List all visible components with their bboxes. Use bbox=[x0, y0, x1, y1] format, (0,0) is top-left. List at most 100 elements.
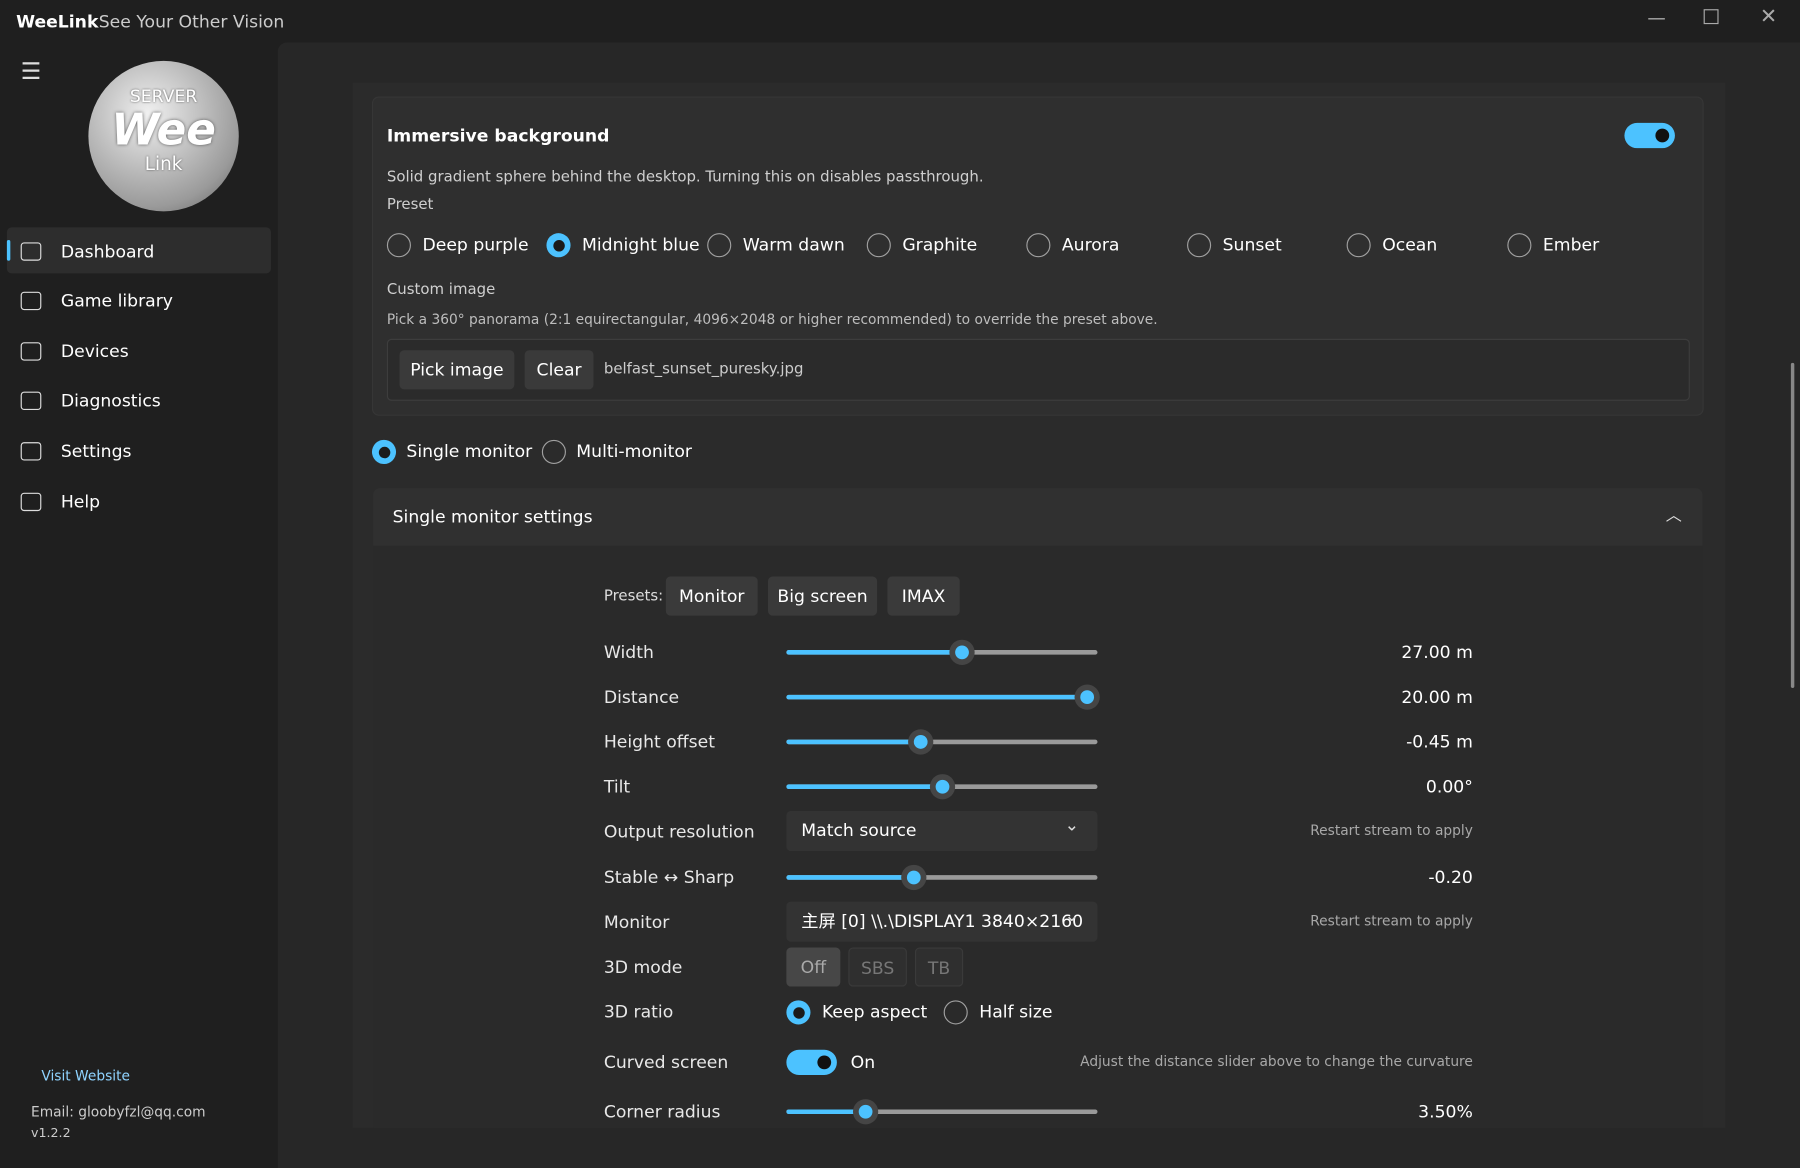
ratio-label[interactable]: Keep aspect bbox=[821, 1001, 928, 1023]
3d-off-button[interactable]: Off bbox=[786, 947, 841, 987]
custom-label: Custom image bbox=[386, 281, 496, 299]
setting-value: -0.20 bbox=[1428, 867, 1473, 888]
resolution-dropdown[interactable]: Match source bbox=[786, 805, 1098, 852]
nav-icon bbox=[20, 442, 42, 461]
slider-thumb[interactable] bbox=[901, 864, 927, 891]
email: Email: gloobyfzl@qq.com bbox=[30, 1103, 206, 1120]
setting-value: 3.50% bbox=[1418, 1101, 1473, 1123]
preset-radio[interactable] bbox=[1026, 233, 1051, 258]
expander-header[interactable] bbox=[373, 488, 1703, 546]
setting-label: Monitor bbox=[603, 911, 670, 933]
ratio-radio[interactable] bbox=[943, 1000, 968, 1025]
setting-label: Tilt bbox=[603, 776, 631, 798]
preset-radio[interactable] bbox=[1346, 233, 1371, 258]
nav-item[interactable]: Game library bbox=[60, 290, 173, 312]
preset-radio[interactable] bbox=[866, 233, 891, 258]
setting-label: Stable ↔ Sharp bbox=[603, 867, 735, 888]
preset-radio[interactable] bbox=[707, 233, 732, 258]
slider[interactable] bbox=[786, 864, 1098, 891]
app-tagline: See Your Other Vision bbox=[98, 11, 285, 33]
custom-description: Pick a 360° panorama (2:1 equirectangula… bbox=[386, 311, 1158, 328]
slider-thumb[interactable] bbox=[908, 729, 934, 755]
setting-label: 3D mode bbox=[603, 956, 683, 978]
slider[interactable] bbox=[786, 774, 1098, 800]
curved-note: Adjust the distance slider above to chan… bbox=[1080, 1053, 1473, 1070]
preset-radio[interactable] bbox=[1187, 233, 1212, 258]
ratio-label[interactable]: Half size bbox=[979, 1001, 1053, 1023]
logo-main: Wee bbox=[111, 104, 216, 156]
slider-thumb[interactable] bbox=[1074, 684, 1100, 710]
menu-button[interactable]: ☰ bbox=[20, 57, 42, 85]
visit-website-link[interactable]: Visit Website bbox=[41, 1068, 130, 1085]
minimize-button[interactable]: — bbox=[1647, 6, 1666, 29]
slider-fill bbox=[786, 694, 1088, 700]
setting-value: 0.00° bbox=[1425, 776, 1473, 798]
custom-image-box bbox=[386, 338, 1690, 401]
clear-button[interactable]: Clear bbox=[524, 350, 594, 390]
setting-label: Width bbox=[603, 642, 654, 663]
slider-fill bbox=[786, 739, 921, 745]
preset-button[interactable]: IMAX bbox=[887, 576, 960, 616]
3d-sbs-button[interactable]: SBS bbox=[848, 947, 907, 987]
slider-thumb[interactable] bbox=[852, 1099, 879, 1125]
nav-icon bbox=[20, 291, 42, 311]
nav-item[interactable]: Settings bbox=[60, 441, 132, 462]
logo-bottom: Link bbox=[144, 152, 183, 175]
slider[interactable] bbox=[786, 639, 1098, 665]
preset-label[interactable]: Aurora bbox=[1061, 234, 1120, 255]
logo-top: SERVER bbox=[129, 86, 198, 107]
monitor-dropdown[interactable]: 主屏 [0] \\.\DISPLAY1 3840×2160 bbox=[786, 896, 1098, 942]
nav-item[interactable]: Dashboard bbox=[60, 241, 155, 262]
preset-label[interactable]: Sunset bbox=[1222, 234, 1282, 255]
curved-state: On bbox=[850, 1052, 876, 1073]
preset-button[interactable]: Big screen bbox=[768, 576, 878, 616]
immersive-toggle[interactable] bbox=[1624, 122, 1675, 149]
setting-label: Output resolution bbox=[603, 821, 755, 842]
slider-thumb[interactable] bbox=[929, 774, 956, 800]
nav-icon bbox=[20, 492, 42, 512]
preset-label[interactable]: Warm dawn bbox=[742, 234, 845, 255]
nav-item[interactable]: Help bbox=[60, 491, 101, 513]
preset-radio[interactable] bbox=[1507, 233, 1532, 258]
restart-note: Restart stream to apply bbox=[1310, 822, 1473, 839]
preset-label[interactable]: Ember bbox=[1542, 234, 1600, 255]
pick-image-button[interactable]: Pick image bbox=[399, 350, 515, 390]
single-label[interactable]: Single monitor bbox=[406, 441, 533, 462]
maximize-button[interactable] bbox=[1703, 9, 1719, 25]
presets-label: Presets: bbox=[603, 588, 664, 606]
version: v1.2.2 bbox=[30, 1125, 71, 1141]
preset-button[interactable]: Monitor bbox=[665, 576, 758, 616]
scrollbar[interactable] bbox=[1790, 362, 1795, 688]
single-radio[interactable] bbox=[371, 439, 397, 464]
preset-label[interactable]: Graphite bbox=[902, 234, 978, 255]
collapse-icon[interactable]: ︿ bbox=[1665, 506, 1682, 525]
slider[interactable] bbox=[786, 1099, 1098, 1125]
preset-radio[interactable] bbox=[546, 233, 571, 258]
setting-label: Height offset bbox=[603, 731, 715, 753]
3d-tb-button[interactable]: TB bbox=[914, 947, 964, 987]
multi-label[interactable]: Multi-monitor bbox=[576, 441, 692, 462]
curved-toggle[interactable] bbox=[786, 1049, 837, 1075]
preset-label[interactable]: Midnight blue bbox=[582, 234, 700, 255]
filename: belfast_sunset_puresky.jpg bbox=[603, 360, 804, 378]
nav-item[interactable]: Diagnostics bbox=[60, 390, 161, 412]
setting-label: Curved screen bbox=[603, 1052, 729, 1073]
expander-title: Single monitor settings bbox=[392, 506, 593, 528]
preset-label: Preset bbox=[386, 196, 434, 214]
card-description: Solid gradient sphere behind the desktop… bbox=[386, 168, 984, 187]
setting-label: Corner radius bbox=[603, 1101, 721, 1123]
setting-value: 20.00 m bbox=[1401, 686, 1473, 708]
preset-label[interactable]: Deep purple bbox=[422, 234, 529, 255]
ratio-radio[interactable] bbox=[786, 1000, 811, 1025]
restart-note: Restart stream to apply bbox=[1310, 913, 1473, 930]
preset-radio[interactable] bbox=[386, 233, 411, 258]
multi-radio[interactable] bbox=[541, 439, 566, 464]
slider[interactable] bbox=[786, 684, 1100, 710]
preset-label[interactable]: Ocean bbox=[1382, 234, 1438, 255]
close-button[interactable]: ✕ bbox=[1759, 4, 1778, 29]
slider-thumb[interactable] bbox=[949, 639, 975, 665]
slider[interactable] bbox=[786, 729, 1098, 755]
nav-selected bbox=[6, 227, 271, 274]
nav-item[interactable]: Devices bbox=[60, 341, 129, 362]
